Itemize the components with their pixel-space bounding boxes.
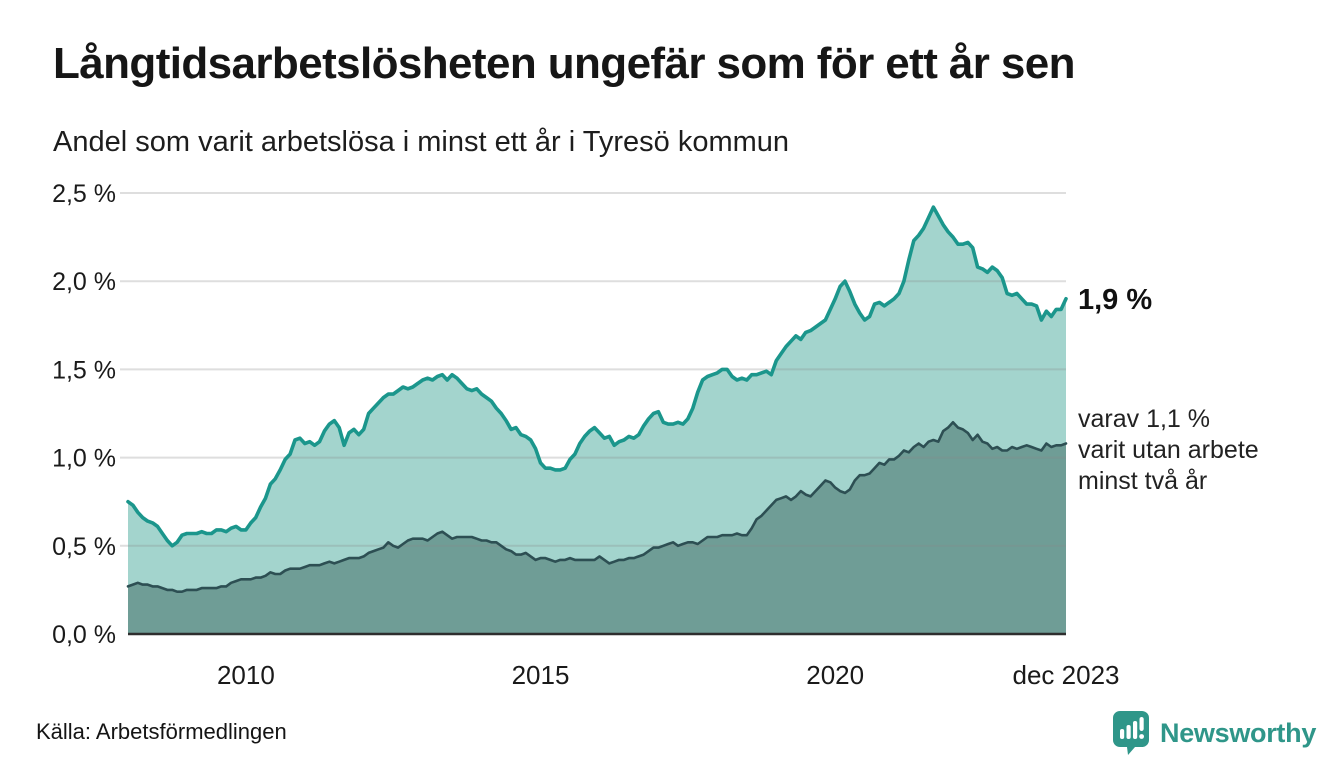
y-axis-tick-label: 0,5 %: [52, 533, 116, 561]
page-title: Långtidsarbetslösheten ungefär som för e…: [53, 39, 1076, 88]
x-axis-tick-label: 2020: [806, 660, 864, 690]
two-year-annotation-line: varit utan arbete: [1078, 436, 1259, 464]
x-axis-tick-label: 2010: [217, 660, 275, 690]
x-axis-tick-label: 2015: [512, 660, 570, 690]
series-two-year-area: [128, 422, 1066, 634]
series-total-line: [126, 205, 1068, 548]
two-year-annotation-line: varav 1,1 %: [1078, 405, 1211, 433]
source-note: Källa: Arbetsförmedlingen: [36, 719, 287, 744]
two-year-annotation: varav 1,1 % varit utan arbete minst två …: [1078, 404, 1259, 497]
y-axis-tick-label: 1,0 %: [52, 445, 116, 473]
x-axis-tick-label: dec 2023: [1013, 660, 1120, 690]
y-axis-tick-label: 2,5 %: [52, 180, 116, 208]
y-axis-tick-label: 2,0 %: [52, 268, 116, 296]
newsworthy-logo-icon: [1113, 711, 1149, 755]
two-year-annotation-line: minst två år: [1078, 467, 1208, 495]
page-subtitle: Andel som varit arbetslösa i minst ett å…: [53, 126, 790, 158]
brand-logo: Newsworthy: [1112, 710, 1316, 756]
y-axis-tick-label: 1,5 %: [52, 356, 116, 384]
latest-value-annotation: 1,9 %: [1078, 284, 1153, 316]
series-two-year-line: [126, 421, 1068, 593]
y-axis-tick-label: 0,0 %: [52, 621, 116, 649]
brand-name: Newsworthy: [1160, 717, 1317, 748]
